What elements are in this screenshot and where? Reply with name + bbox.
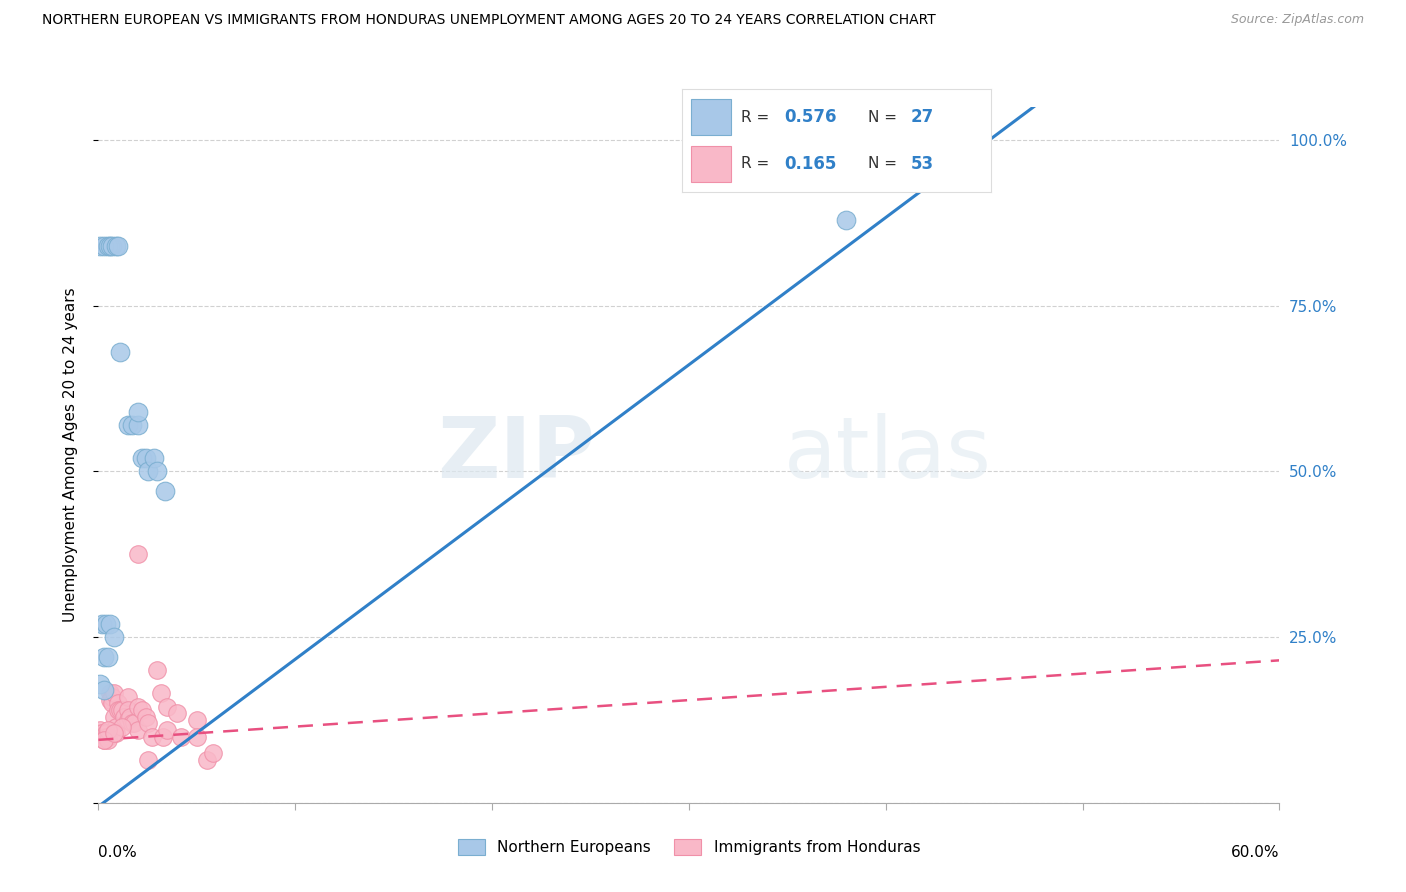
Point — [93, 683, 115, 698]
Point — [127, 723, 149, 737]
Point — [103, 726, 125, 740]
Point — [186, 713, 208, 727]
Point — [98, 693, 121, 707]
Text: R =: R = — [741, 156, 773, 171]
Point — [136, 753, 159, 767]
Bar — [692, 145, 731, 181]
Point — [89, 676, 111, 690]
Point — [142, 451, 165, 466]
Text: R =: R = — [741, 110, 773, 125]
Point — [156, 723, 179, 737]
Point — [108, 703, 131, 717]
Point — [127, 699, 149, 714]
Point — [103, 709, 125, 723]
Point — [146, 465, 169, 479]
Point — [93, 650, 115, 665]
Point — [117, 690, 139, 704]
Point — [89, 239, 111, 253]
Point — [96, 726, 118, 740]
Text: 27: 27 — [911, 109, 934, 127]
Point — [117, 703, 139, 717]
Point — [93, 239, 115, 253]
Text: 0.165: 0.165 — [785, 154, 837, 172]
Point — [141, 730, 163, 744]
Point — [135, 451, 157, 466]
Point — [97, 723, 120, 737]
Text: ZIP: ZIP — [437, 413, 595, 497]
Point — [156, 699, 179, 714]
Point — [97, 730, 120, 744]
Point — [93, 732, 115, 747]
Text: NORTHERN EUROPEAN VS IMMIGRANTS FROM HONDURAS UNEMPLOYMENT AMONG AGES 20 TO 24 Y: NORTHERN EUROPEAN VS IMMIGRANTS FROM HON… — [42, 13, 936, 28]
Text: 0.0%: 0.0% — [98, 845, 138, 860]
Point — [98, 239, 121, 253]
Text: Source: ZipAtlas.com: Source: ZipAtlas.com — [1230, 13, 1364, 27]
Point — [121, 418, 143, 433]
Point — [91, 726, 114, 740]
Point — [93, 732, 115, 747]
Point — [117, 418, 139, 433]
Text: N =: N = — [868, 156, 901, 171]
Text: 53: 53 — [911, 154, 934, 172]
Point — [112, 709, 135, 723]
Point — [105, 239, 128, 253]
Point — [107, 703, 129, 717]
Point — [96, 616, 118, 631]
Point — [89, 723, 111, 737]
Point — [98, 616, 121, 631]
Point — [98, 686, 121, 700]
Point — [186, 730, 208, 744]
Point — [201, 746, 224, 760]
Point — [127, 418, 149, 433]
Point — [127, 405, 149, 419]
Point — [121, 716, 143, 731]
Point — [136, 716, 159, 731]
Point — [105, 726, 128, 740]
Point — [91, 730, 114, 744]
Point — [117, 713, 139, 727]
Point — [131, 451, 153, 466]
Bar — [692, 99, 731, 136]
Point — [118, 709, 141, 723]
Point — [96, 730, 118, 744]
Point — [91, 616, 114, 631]
Point — [87, 730, 110, 744]
Point — [101, 690, 124, 704]
Legend: Northern Europeans, Immigrants from Honduras: Northern Europeans, Immigrants from Hond… — [451, 833, 927, 862]
Point — [97, 650, 120, 665]
Y-axis label: Unemployment Among Ages 20 to 24 years: Unemployment Among Ages 20 to 24 years — [63, 287, 77, 623]
Point — [103, 686, 125, 700]
Point — [107, 697, 129, 711]
Point — [101, 697, 124, 711]
Point — [146, 663, 169, 677]
Text: 60.0%: 60.0% — [1232, 845, 1279, 860]
Point — [170, 730, 193, 744]
Point — [108, 345, 131, 359]
Point — [155, 484, 177, 499]
Point — [101, 239, 124, 253]
Point — [150, 686, 173, 700]
Point — [122, 716, 145, 731]
Point — [152, 730, 174, 744]
Point — [103, 630, 125, 644]
Point — [97, 732, 120, 747]
Point — [131, 703, 153, 717]
Point — [105, 720, 128, 734]
Point — [97, 239, 120, 253]
Text: atlas: atlas — [783, 413, 991, 497]
Point — [107, 239, 129, 253]
Point — [127, 547, 149, 561]
Text: N =: N = — [868, 110, 901, 125]
Point — [135, 709, 157, 723]
Point — [93, 730, 115, 744]
Point — [166, 706, 188, 721]
Point — [136, 465, 159, 479]
Text: 0.576: 0.576 — [785, 109, 837, 127]
Point — [195, 753, 218, 767]
Point — [111, 703, 134, 717]
Point — [111, 720, 134, 734]
Point — [835, 212, 858, 227]
Point — [89, 726, 111, 740]
